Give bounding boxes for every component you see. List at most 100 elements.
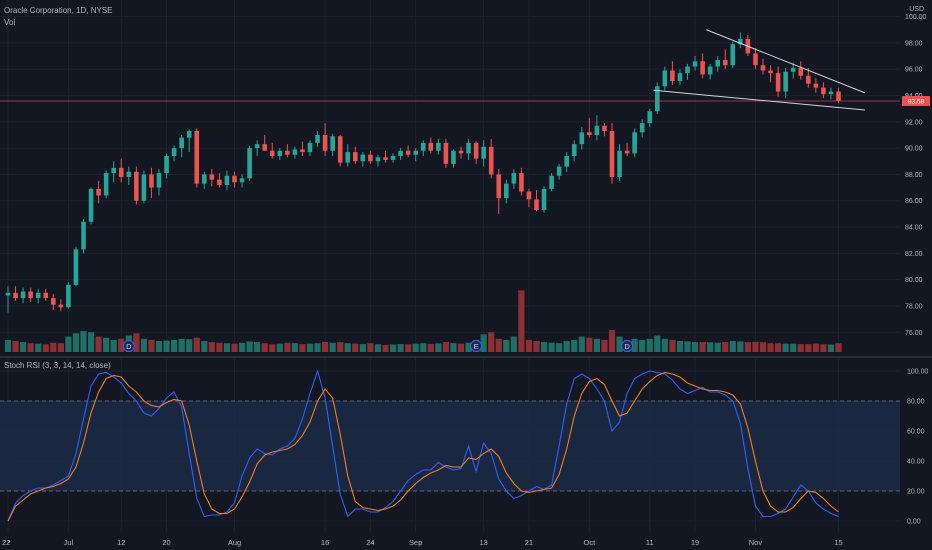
candle-body: [738, 38, 743, 45]
volume-bar: [178, 338, 185, 352]
candle-body: [247, 148, 252, 179]
candles[interactable]: [0, 32, 900, 313]
candle-body: [730, 44, 736, 66]
candle-body: [126, 171, 132, 178]
volume-bar: [20, 342, 27, 352]
volume-bar: [163, 340, 170, 352]
volume-bar: [208, 342, 215, 352]
volume-bar: [254, 342, 261, 352]
candle-body: [579, 132, 585, 145]
price-grid: [0, 0, 900, 352]
volume-bar: [80, 331, 87, 352]
candle-body: [254, 144, 260, 149]
candle-body: [790, 67, 796, 72]
volume-bar: [639, 339, 646, 352]
indicator-axis[interactable]: 0.00 20.00 40.00 60.00 80.00 100.00: [907, 369, 929, 526]
stoch-d-line: [7, 371, 839, 522]
candle-body: [481, 146, 486, 159]
candle-body: [798, 67, 804, 76]
candle-body: [149, 174, 154, 188]
time-tick-label: Oct: [584, 538, 597, 547]
volume-bar: [684, 341, 691, 352]
volume-bar: [306, 343, 314, 352]
candle-body: [103, 173, 109, 196]
event-marker-label: E: [474, 342, 479, 351]
wedge-trendlines[interactable]: [653, 29, 866, 111]
volume-bar: [782, 343, 789, 352]
upper-trendline: [706, 29, 866, 94]
symbol-legend[interactable]: Oracle Corporation, 1D, NYSE: [4, 6, 113, 15]
volume-bar: [442, 342, 449, 352]
candle-body: [134, 171, 139, 201]
volume-bar: [495, 338, 502, 352]
candle-body: [813, 83, 819, 88]
volume-bar: [201, 341, 208, 352]
price-tick-label: 82.00: [905, 251, 923, 258]
candle-body: [232, 175, 237, 183]
volume-bar: [752, 341, 759, 352]
time-axis[interactable]: 22 Jul 12 20 Aug 16 24 Sep 13 21 Oct 11 19 Nov 15: [2, 538, 843, 547]
candle-body: [420, 142, 426, 151]
volume-bar: [110, 339, 117, 352]
volume-bar: [767, 343, 774, 352]
price-tick-label: 80.00: [905, 277, 923, 284]
candle-body: [239, 178, 245, 183]
volume-bar: [676, 341, 684, 352]
volume-bar: [50, 342, 57, 352]
candle-body: [171, 148, 177, 157]
volume-bar: [669, 339, 676, 352]
candle-body: [700, 61, 705, 75]
volume-bar: [510, 336, 517, 352]
candle-body: [383, 157, 388, 160]
volume-bar: [578, 336, 585, 352]
candle-body: [821, 87, 826, 95]
candle-body: [647, 111, 653, 124]
currency-label: USD: [909, 6, 924, 13]
indicator-legend[interactable]: Stoch RSI (3, 3, 14, 14, close): [4, 361, 111, 370]
candle-body: [436, 142, 441, 151]
candle-body: [81, 221, 86, 250]
volume-bar: [186, 339, 193, 352]
volume-bar: [759, 342, 767, 352]
volume-bar: [314, 343, 321, 352]
volume-bar: [133, 333, 140, 352]
candle-body: [617, 150, 622, 178]
candle-body: [443, 142, 449, 164]
price-axis[interactable]: 76.00 78.00 80.00 82.00 84.00 86.00 88.00 90.00…: [902, 14, 930, 337]
candle-body: [179, 137, 184, 149]
candle-body: [209, 174, 215, 180]
volume-bar: [427, 343, 434, 352]
volume-bar: [729, 341, 736, 352]
volume-bar: [571, 339, 578, 352]
candle-body: [624, 150, 630, 154]
volume-bar: [450, 343, 457, 352]
candle-body: [655, 86, 660, 112]
candle-body: [594, 125, 600, 135]
time-tick-label: 15: [834, 538, 842, 547]
candle-body: [677, 73, 683, 82]
volume-bar: [261, 343, 268, 352]
indicator-tick-label: 40.00: [907, 459, 925, 466]
candle-body: [715, 59, 720, 67]
candle-body: [549, 175, 554, 189]
candle-body: [836, 91, 841, 101]
volume-bar: [118, 338, 125, 352]
volume-bar: [827, 344, 835, 352]
stoch-rsi-pane: [0, 369, 900, 522]
candle-body: [353, 152, 358, 162]
volume-bar: [661, 338, 668, 352]
volume-bar: [797, 344, 804, 352]
volume-bar: [503, 339, 510, 352]
time-tick-label: 22: [2, 538, 10, 547]
volume-bar: [805, 344, 812, 352]
volume-bar: [95, 336, 102, 352]
volume-bar: [344, 343, 351, 352]
volume-legend[interactable]: Vol: [4, 18, 16, 27]
candle-body: [609, 131, 615, 178]
candle-body: [337, 136, 343, 163]
volume-bar: [299, 344, 306, 352]
candle-body: [300, 149, 305, 153]
candle-body: [269, 150, 275, 157]
volume-bar: [246, 341, 253, 352]
